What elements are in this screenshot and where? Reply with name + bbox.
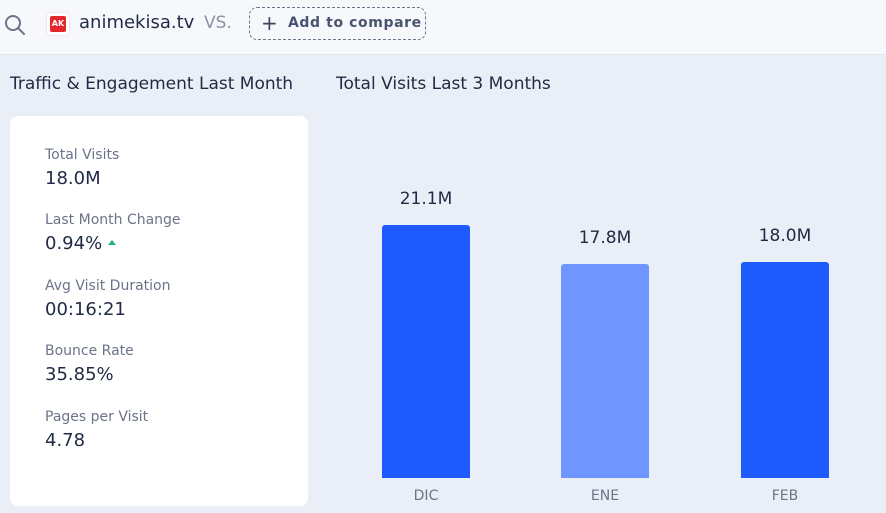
bar-feb[interactable] xyxy=(741,262,829,478)
trend-up-icon xyxy=(108,239,117,245)
metric-label: Bounce Rate xyxy=(45,343,134,359)
metric-total-visits: Total Visits 18.0M xyxy=(45,147,119,189)
metric-label: Total Visits xyxy=(45,147,120,163)
metric-bounce-rate: Bounce Rate 35.85% xyxy=(45,343,134,385)
total-visits-chart: 21.1M DIC 17.8M ENE 18.0M FEB xyxy=(336,110,876,513)
category-label: FEB xyxy=(771,488,799,504)
total-visits-title: Total Visits Last 3 Months xyxy=(336,74,551,94)
bar-dic[interactable] xyxy=(382,224,470,478)
metric-value: 18.0M xyxy=(45,168,101,189)
search-icon[interactable] xyxy=(3,13,27,37)
metric-value-row: 0.94% xyxy=(45,233,181,254)
metric-label: Pages per Visit xyxy=(45,409,149,425)
metric-value: 00:16:21 xyxy=(45,299,126,320)
bar-value-label: 17.8M xyxy=(578,228,632,249)
site-logo: AK xyxy=(47,13,69,35)
add-to-compare-label: Add to compare xyxy=(288,15,422,31)
metric-label: Avg Visit Duration xyxy=(45,278,171,294)
bar-value-label: 21.1M xyxy=(399,188,453,209)
metric-value: 35.85% xyxy=(45,364,114,385)
add-to-compare-button[interactable]: + Add to compare xyxy=(249,7,426,40)
top-bar: AK animekisa.tv VS. + Add to compare xyxy=(0,0,886,55)
vs-label: VS. xyxy=(204,13,232,33)
site-logo-mark: AK xyxy=(50,16,66,32)
traffic-engagement-title: Traffic & Engagement Last Month xyxy=(10,74,294,94)
metric-label: Last Month Change xyxy=(45,212,181,228)
bar-ene[interactable] xyxy=(561,264,649,478)
metric-value: 4.78 xyxy=(45,430,86,451)
metrics-card: Total Visits 18.0M Last Month Change 0.9… xyxy=(10,116,308,506)
metric-value: 0.94% xyxy=(45,233,103,254)
category-label: ENE xyxy=(590,488,620,504)
metric-last-month-change: Last Month Change 0.94% xyxy=(45,212,181,254)
metric-avg-visit-duration: Avg Visit Duration 00:16:21 xyxy=(45,278,170,320)
category-label: DIC xyxy=(413,488,439,504)
bar-value-label: 18.0M xyxy=(758,226,812,246)
metric-pages-per-visit: Pages per Visit 4.78 xyxy=(45,409,148,451)
plus-icon: + xyxy=(261,11,278,35)
site-name[interactable]: animekisa.tv xyxy=(79,12,195,33)
